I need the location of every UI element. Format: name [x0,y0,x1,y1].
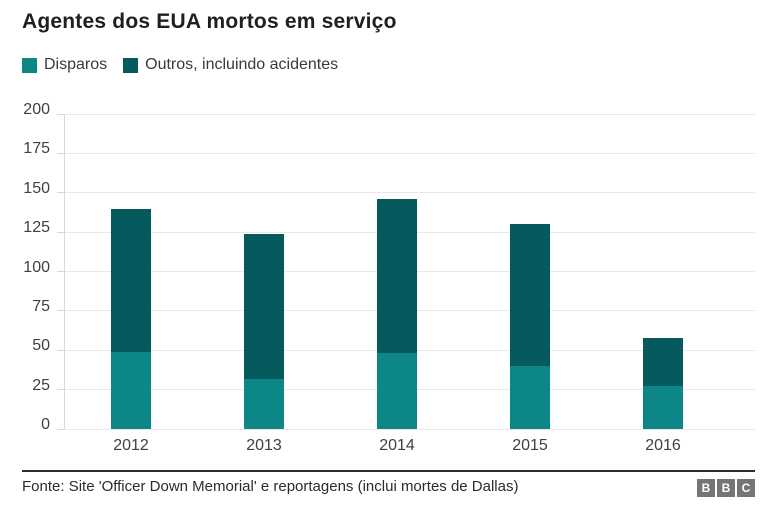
y-label-200: 200 [23,101,50,118]
gridline-200 [64,113,755,115]
y-tick-125 [57,231,64,233]
legend-swatch-outros-incluindo-acidentes [123,57,139,73]
source-text: Fonte: Site 'Officer Down Memorial' e re… [22,478,519,495]
bbc-logo-block-1: B [697,479,715,497]
bar-2012 [111,208,151,429]
bar-2016-disparos [643,386,683,429]
y-tick-0 [57,428,64,430]
y-tick-25 [57,389,64,391]
bar-2013-outros-incluindo-acidentes [244,233,284,379]
y-label-125: 125 [23,219,50,237]
y-tick-50 [57,349,64,351]
x-label-2012: 2012 [113,437,149,454]
legend-swatch-disparos [22,57,37,73]
y-tick-200 [57,113,64,115]
y-label-100: 100 [23,258,50,276]
gridline-0 [64,428,755,430]
bbc-logo-block-2: B [717,479,735,497]
y-label-175: 175 [23,140,50,158]
bar-2012-disparos [111,351,151,429]
y-tick-150 [57,192,64,194]
footer-separator [22,470,755,472]
bbc-logo-block-3: C [737,479,755,497]
legend-item-outros-incluindo-acidentes: Outros, incluindo acidentes [123,56,338,74]
gridline-150 [64,192,755,194]
gridline-175 [64,152,755,154]
bar-2016-outros-incluindo-acidentes [643,337,683,387]
bar-2015-outros-incluindo-acidentes [510,224,550,366]
y-tick-75 [57,310,64,312]
bar-2013 [244,233,284,429]
bar-2016 [643,337,683,429]
legend-label-outros-incluindo-acidentes: Outros, incluindo acidentes [145,56,339,73]
bar-2013-disparos [244,378,284,429]
bar-2015 [510,224,550,429]
bar-2014-disparos [377,353,417,429]
y-axis-line [64,114,65,429]
legend-item-disparos: Disparos [22,56,107,74]
y-tick-175 [57,152,64,154]
footer: Fonte: Site 'Officer Down Memorial' e re… [22,478,755,497]
bar-2014-outros-incluindo-acidentes [377,199,417,354]
bar-2012-outros-incluindo-acidentes [111,208,151,352]
legend: Disparos Outros, incluindo acidentes [22,56,338,74]
bar-2014 [377,199,417,429]
x-label-2016: 2016 [645,437,681,454]
legend-label-disparos: Disparos [44,56,108,73]
y-tick-100 [57,271,64,272]
x-label-2015: 2015 [512,437,548,454]
bar-2015-disparos [510,366,550,429]
y-label-0: 0 [41,416,50,433]
y-label-150: 150 [23,179,50,197]
chart-title: Agentes dos EUA mortos em serviço [22,10,397,33]
y-label-25: 25 [32,376,50,394]
y-label-50: 50 [32,337,50,355]
y-label-75: 75 [32,297,50,315]
x-label-2013: 2013 [246,437,282,454]
plot-area [57,113,755,430]
x-label-2014: 2014 [379,437,415,454]
